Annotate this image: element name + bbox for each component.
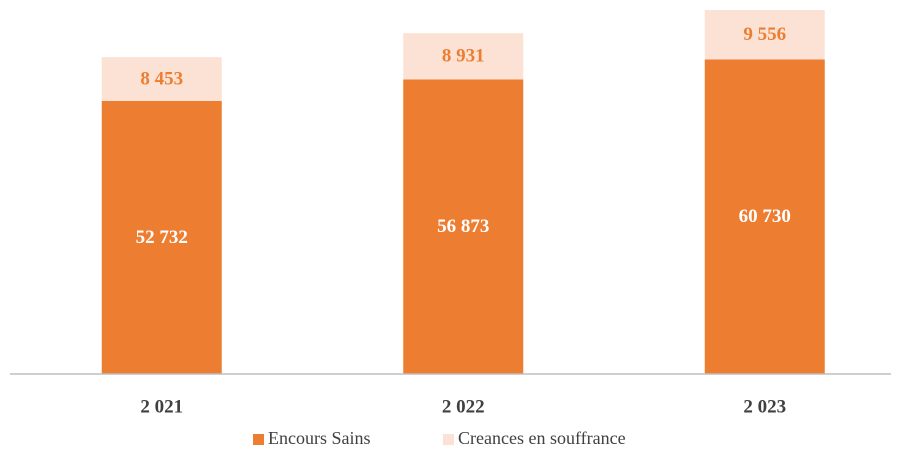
legend-label: Creances en souffrance	[458, 428, 626, 448]
value-label: 60 730	[739, 206, 791, 227]
value-label: 52 732	[136, 227, 188, 248]
bar-segment	[403, 33, 524, 80]
value-label: 8 453	[140, 68, 183, 89]
bar-segment	[101, 100, 222, 375]
legend-swatch	[253, 434, 264, 445]
value-label: 8 931	[442, 46, 485, 67]
value-label: 56 873	[437, 216, 489, 237]
legend-swatch	[443, 434, 454, 445]
bar-segment	[704, 10, 825, 60]
x-tick-label: 2 022	[442, 396, 485, 417]
legend-label: Encours Sains	[268, 428, 371, 448]
value-label: 9 556	[743, 24, 786, 45]
x-tick-label: 2 023	[743, 396, 786, 417]
bar-segment	[101, 57, 222, 101]
bar-segment	[403, 79, 524, 374]
bar-segment	[704, 59, 825, 374]
x-tick-label: 2 021	[140, 396, 183, 417]
